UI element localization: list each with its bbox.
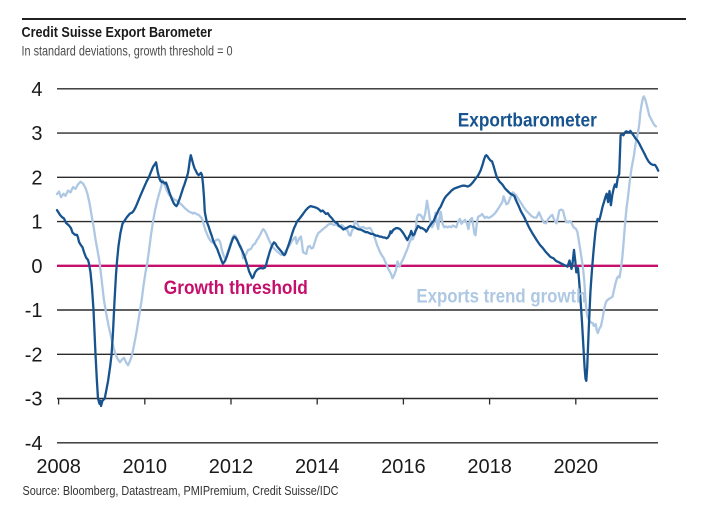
svg-text:Exports trend growth: Exports trend growth <box>416 285 586 307</box>
svg-text:2018: 2018 <box>467 456 512 478</box>
svg-text:Exportbarometer: Exportbarometer <box>458 110 597 132</box>
svg-text:2010: 2010 <box>123 456 168 478</box>
svg-text:2014: 2014 <box>295 456 340 478</box>
svg-text:Source: Bloomberg, Datastream,: Source: Bloomberg, Datastream, PMIPremiu… <box>23 484 339 498</box>
svg-text:2020: 2020 <box>554 456 599 478</box>
svg-text:-4: -4 <box>25 433 43 455</box>
svg-text:-2: -2 <box>25 344 43 366</box>
svg-text:-3: -3 <box>25 389 43 411</box>
svg-text:2: 2 <box>31 167 42 189</box>
svg-text:Credit Suisse Export Barometer: Credit Suisse Export Barometer <box>22 25 213 41</box>
svg-text:2012: 2012 <box>209 456 254 478</box>
svg-text:In standard deviations, growth: In standard deviations, growth threshold… <box>22 43 233 58</box>
svg-text:0: 0 <box>31 256 42 278</box>
svg-text:2016: 2016 <box>381 456 426 478</box>
svg-text:-1: -1 <box>25 300 43 322</box>
svg-text:Growth threshold: Growth threshold <box>164 278 308 299</box>
svg-text:2008: 2008 <box>36 456 81 478</box>
svg-text:4: 4 <box>31 79 42 101</box>
svg-text:1: 1 <box>31 212 42 234</box>
svg-text:3: 3 <box>31 123 42 145</box>
